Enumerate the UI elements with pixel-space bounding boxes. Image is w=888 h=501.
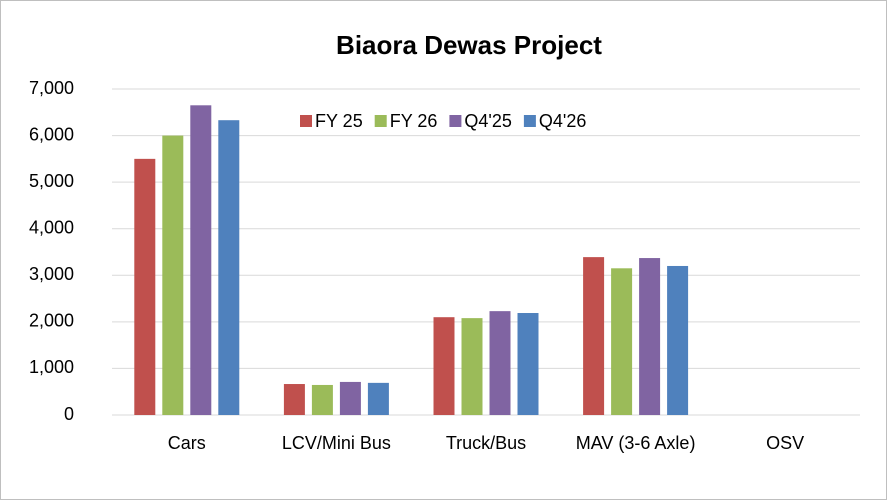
y-tick-label: 3,000 [29,264,74,284]
bar [489,311,511,415]
y-tick-label: 6,000 [29,124,74,144]
bar [433,317,455,415]
y-tick-label: 0 [64,404,74,424]
bar [583,257,605,415]
legend-label: FY 26 [390,111,438,131]
y-tick-label: 1,000 [29,357,74,377]
bar [190,105,212,416]
bar [283,384,305,415]
y-tick-label: 5,000 [29,171,74,191]
bar [134,158,156,415]
chart-title: Biaora Dewas Project [336,30,602,60]
bar [218,120,240,416]
x-tick-label: MAV (3-6 Axle) [575,433,696,453]
legend-label: Q4'25 [464,111,511,131]
y-tick-label: 4,000 [29,217,74,237]
bar [311,384,333,415]
x-tick-label: LCV/Mini Bus [281,433,391,453]
legend-swatch [523,115,536,127]
legend-swatch [300,115,312,127]
bar [367,382,389,415]
y-tick-label: 2,000 [29,311,74,331]
bar [162,135,184,416]
x-tick-label: Cars [167,433,206,453]
x-tick-label: Truck/Bus [445,433,527,453]
bar [639,258,661,415]
legend-swatch [449,115,462,127]
bar [339,381,361,415]
legend-label: Q4'26 [539,111,586,131]
legend-label: FY 25 [315,111,363,131]
x-tick-label: OSV [766,433,805,453]
bar [517,313,539,415]
bar [461,318,483,415]
bar [611,268,633,415]
y-tick-label: 7,000 [29,78,74,98]
legend-swatch [374,115,387,127]
bar [667,265,689,415]
